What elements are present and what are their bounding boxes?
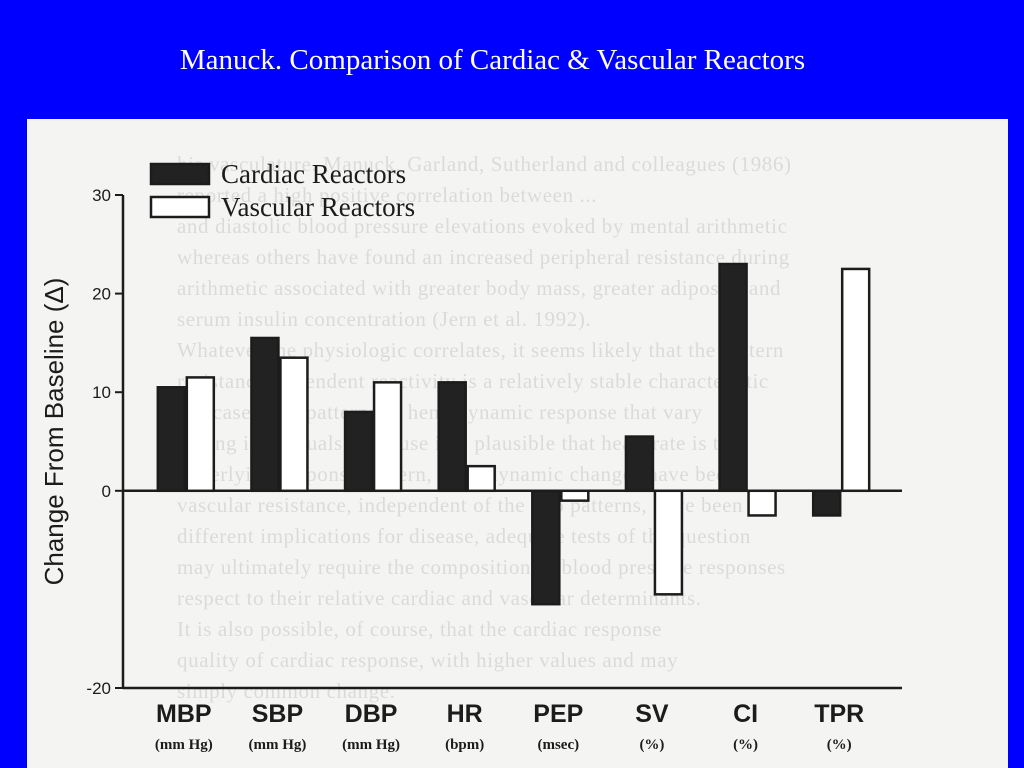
- x-unit-label: (%): [827, 737, 852, 753]
- x-category-label: SV: [635, 700, 669, 728]
- bar-chart: 30 20 10 0 -20 Change From Baseline (Δ) MBP (mm…: [39, 159, 902, 753]
- cardiac-bar-sbp: [250, 336, 280, 493]
- x-unit-label: (mm Hg): [155, 737, 213, 753]
- x-category-label: SBP: [252, 700, 303, 728]
- vascular-bar-tpr: [840, 267, 871, 493]
- x-category-label: PEP: [533, 700, 583, 728]
- cardiac-bar-ci: [718, 262, 748, 493]
- vascular-bar-mbp: [185, 376, 216, 493]
- vascular-bar-pep: [560, 489, 590, 502]
- y-tick-label: 20: [92, 285, 111, 304]
- x-category-label: DBP: [345, 700, 398, 728]
- legend-label-vascular: Vascular Reactors: [221, 192, 415, 222]
- x-unit-label: (msec): [537, 737, 579, 753]
- cardiac-bar-dbp: [343, 410, 374, 493]
- vascular-bar-sbp: [279, 356, 309, 493]
- legend-swatch-cardiac: [149, 162, 211, 186]
- cardiac-bar-sv: [624, 435, 655, 493]
- cardiac-bar-pep: [531, 489, 561, 606]
- x-category-label: CI: [733, 700, 758, 728]
- x-unit-label: (%): [733, 737, 758, 753]
- y-tick-label: -20: [86, 679, 111, 698]
- y-tick-label: 30: [92, 186, 111, 205]
- x-unit-label: (mm Hg): [248, 737, 306, 753]
- cardiac-bar-tpr: [811, 489, 842, 517]
- cardiac-bar-hr: [437, 381, 467, 493]
- y-tick-label: 0: [102, 482, 111, 501]
- x-category-label: TPR: [814, 700, 864, 728]
- x-unit-label: (bpm): [445, 737, 484, 753]
- slide-title: Manuck. Comparison of Cardiac & Vascular…: [179, 44, 806, 76]
- x-category-label: HR: [447, 700, 483, 728]
- x-unit-label: (%): [639, 737, 664, 753]
- legend-swatch-vascular: [149, 195, 211, 219]
- y-tick-label: 10: [92, 383, 111, 402]
- vascular-bar-hr: [466, 464, 496, 493]
- legend-label-cardiac: Cardiac Reactors: [221, 159, 406, 189]
- x-unit-label: (mm Hg): [342, 737, 400, 753]
- cardiac-bar-mbp: [156, 386, 187, 493]
- vascular-bar-dbp: [372, 381, 403, 493]
- figure-panel: his vasculature. Manuck, Garland, Suther…: [27, 119, 1008, 768]
- vascular-bar-sv: [653, 489, 684, 596]
- x-category-label: MBP: [156, 700, 212, 728]
- y-axis-label: Change From Baseline (Δ): [39, 278, 69, 586]
- vascular-bar-ci: [747, 489, 777, 517]
